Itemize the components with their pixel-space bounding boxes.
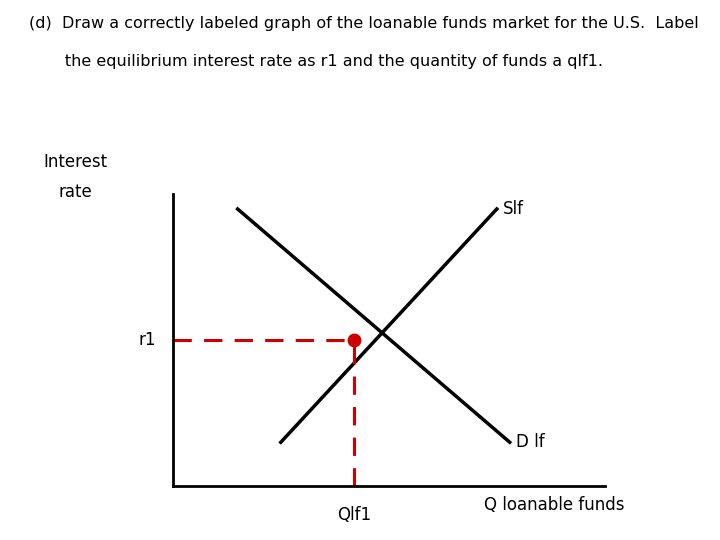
Text: the equilibrium interest rate as r1 and the quantity of funds a qlf1.: the equilibrium interest rate as r1 and …	[29, 54, 603, 69]
Text: D lf: D lf	[516, 433, 545, 451]
Text: Qlf1: Qlf1	[337, 507, 372, 524]
Text: rate: rate	[59, 183, 92, 201]
Text: Q loanable funds: Q loanable funds	[484, 496, 625, 514]
Text: (d)  Draw a correctly labeled graph of the loanable funds market for the U.S.  L: (d) Draw a correctly labeled graph of th…	[29, 16, 698, 31]
Text: Interest: Interest	[43, 153, 108, 171]
Text: r1: r1	[138, 331, 156, 349]
Text: Slf: Slf	[503, 200, 524, 218]
